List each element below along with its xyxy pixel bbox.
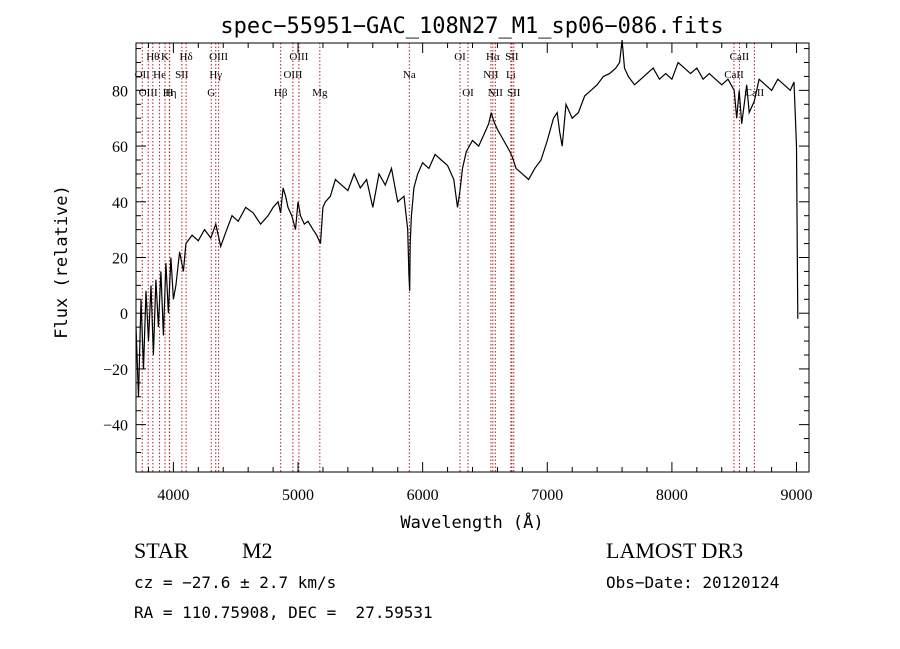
x-axis: 4000 5000 6000 7000 8000 9000: [147, 43, 813, 504]
line-marker-label: CaII: [730, 51, 750, 63]
y-tick-label: −40: [103, 418, 128, 435]
line-marker-label: OIII: [139, 87, 158, 99]
line-marker-label: Hγ: [209, 69, 222, 81]
line-marker-label: CaII: [745, 87, 765, 99]
object-subclass: M2: [242, 538, 273, 563]
x-tick-label: 7000: [531, 487, 563, 504]
x-tick-label: 4000: [157, 487, 189, 504]
line-marker-label: Hβ: [274, 87, 288, 99]
line-marker-label: SII: [507, 87, 521, 99]
y-tick-label: 80: [112, 83, 128, 100]
y-tick-label: −20: [103, 362, 128, 379]
plot-frame: [135, 42, 810, 473]
series-line-0: [135, 40, 799, 397]
line-marker-label: OIII: [209, 51, 228, 63]
line-marker-label: G: [207, 87, 215, 99]
line-marker-label: OIII: [283, 69, 302, 81]
line-marker-label: Hθ: [146, 51, 159, 63]
y-axis: −40 −20 0 20 40 60 80: [103, 48, 809, 453]
flux-series: [135, 40, 799, 397]
y-axis-label: Flux (relative): [52, 185, 72, 339]
line-marker-label: NII: [483, 69, 499, 81]
line-marker-label: OI: [462, 87, 474, 99]
line-marker-label: OIII: [289, 51, 308, 63]
x-tick-label: 9000: [781, 487, 813, 504]
line-marker-label: K: [161, 51, 169, 63]
survey-name: LAMOST DR3: [606, 538, 744, 563]
line-marker-label: Hδ: [180, 51, 193, 63]
line-marker-label: H: [165, 87, 173, 99]
line-marker-label: OI: [454, 51, 466, 63]
obs-date-label: Obs−Date: 20120124: [606, 573, 780, 592]
x-tick-label: 6000: [407, 487, 439, 504]
x-axis-label: Wavelength (Å): [400, 511, 543, 533]
line-marker-label: OII: [135, 69, 151, 81]
line-marker-label: Na: [403, 69, 416, 81]
y-tick-label: 40: [112, 195, 128, 212]
line-marker-label: Mg: [312, 87, 328, 99]
line-marker-label: SII: [505, 51, 519, 63]
line-marker-label: Hα: [486, 51, 500, 63]
redshift-label: cz = −27.6 ± 2.7 km/s: [134, 573, 337, 592]
line-marker-label: SII: [175, 69, 189, 81]
spectral-line-markers: OIIOIIIHθHeKHηHSIIHδGHγOIIIHβOIIIOIIIMgN…: [135, 43, 765, 472]
line-marker-label: NII: [488, 87, 504, 99]
x-tick-label: 5000: [282, 487, 314, 504]
y-tick-label: 20: [112, 251, 128, 268]
object-class: STAR: [134, 538, 189, 563]
line-marker-label: Li: [506, 69, 516, 81]
coordinates-label: RA = 110.75908, DEC = 27.59531: [134, 603, 433, 622]
x-tick-label: 8000: [656, 487, 688, 504]
chart-title: spec−55951−GAC_108N27_M1_sp06−086.fits: [220, 14, 723, 39]
line-marker-label: He: [153, 69, 166, 81]
y-tick-label: 60: [112, 139, 128, 156]
y-tick-label: 0: [120, 306, 128, 323]
